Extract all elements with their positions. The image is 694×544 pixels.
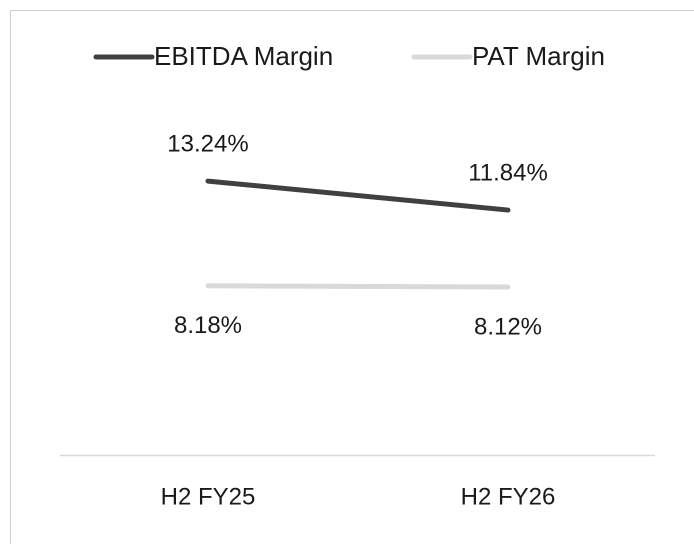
- series-line: [205, 283, 511, 290]
- series-line: [205, 178, 511, 213]
- data-label: 13.24%: [167, 130, 248, 157]
- legend-label: EBITDA Margin: [154, 41, 333, 71]
- data-label: 11.84%: [468, 159, 548, 186]
- data-label: 8.18%: [174, 312, 242, 339]
- x-tick-label: H2 FY25: [161, 483, 256, 510]
- x-tick-label: H2 FY26: [461, 483, 556, 510]
- legend-label: PAT Margin: [472, 41, 605, 71]
- data-label: 8.12%: [474, 313, 542, 340]
- chart-frame: [10, 10, 694, 544]
